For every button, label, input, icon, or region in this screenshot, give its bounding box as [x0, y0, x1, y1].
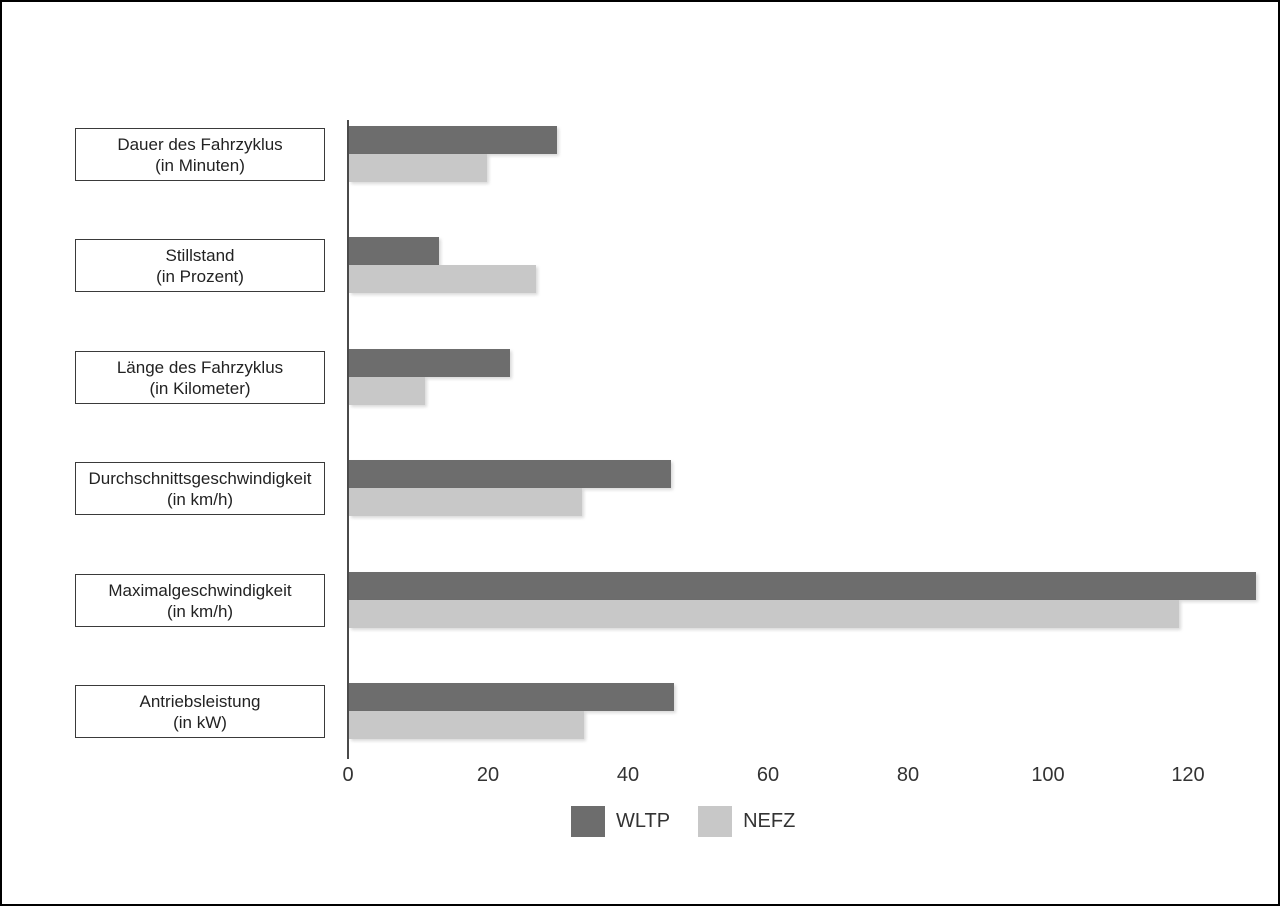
wltp-legend-swatch: [571, 806, 605, 837]
category-label: Länge des Fahrzyklus: [116, 357, 284, 377]
category-unit: (in Prozent): [156, 266, 244, 286]
nefz-bar-2: [349, 377, 425, 405]
x-tick-120: 120: [1171, 764, 1205, 786]
wltp-bar-2: [349, 349, 510, 377]
x-tick-0: 0: [342, 764, 354, 786]
y-axis-line: [347, 120, 349, 759]
category-label: Maximalgeschwindigkeit: [108, 580, 292, 600]
wltp-bar-4: [349, 572, 1256, 600]
x-tick-40: 40: [616, 764, 640, 786]
category-box-3: Durchschnittsgeschwindigkeit (in km/h): [75, 462, 325, 515]
legend-label-nefz: NEFZ: [743, 810, 796, 832]
category-label: Durchschnittsgeschwindigkeit: [88, 468, 312, 488]
x-tick-20: 20: [476, 764, 500, 786]
legend-label-wltp: WLTP: [616, 810, 671, 832]
category-box-1: Stillstand (in Prozent): [75, 239, 325, 292]
category-unit: (in km/h): [166, 489, 234, 509]
legend-item-nefz: NEFZ: [698, 806, 795, 837]
wltp-bar-3: [349, 460, 671, 488]
category-label: Dauer des Fahrzyklus: [117, 134, 283, 154]
category-label: Antriebsleistung: [139, 691, 261, 711]
legend-item-wltp: WLTP: [571, 806, 670, 837]
category-box-4: Maximalgeschwindigkeit (in km/h): [75, 574, 325, 627]
category-unit: (in kW): [173, 712, 227, 732]
category-box-5: Antriebsleistung (in kW): [75, 685, 325, 738]
category-unit: (in Kilometer): [149, 378, 251, 398]
x-tick-80: 80: [896, 764, 920, 786]
category-unit: (in Minuten): [155, 155, 245, 175]
nefz-bar-0: [349, 154, 487, 182]
nefz-bar-4: [349, 600, 1179, 628]
nefz-bar-5: [349, 711, 584, 739]
wltp-bar-0: [349, 126, 557, 154]
wltp-bar-1: [349, 237, 439, 265]
nefz-bar-1: [349, 265, 536, 293]
category-box-2: Länge des Fahrzyklus (in Kilometer): [75, 351, 325, 404]
x-tick-60: 60: [756, 764, 780, 786]
nefz-legend-swatch: [698, 806, 733, 837]
legend: WLTP NEFZ: [571, 806, 823, 837]
category-unit: (in km/h): [166, 601, 234, 621]
category-label: Stillstand: [165, 245, 235, 265]
wltp-bar-5: [349, 683, 674, 711]
nefz-bar-3: [349, 488, 582, 516]
category-box-0: Dauer des Fahrzyklus (in Minuten): [75, 128, 325, 181]
x-tick-100: 100: [1031, 764, 1065, 786]
